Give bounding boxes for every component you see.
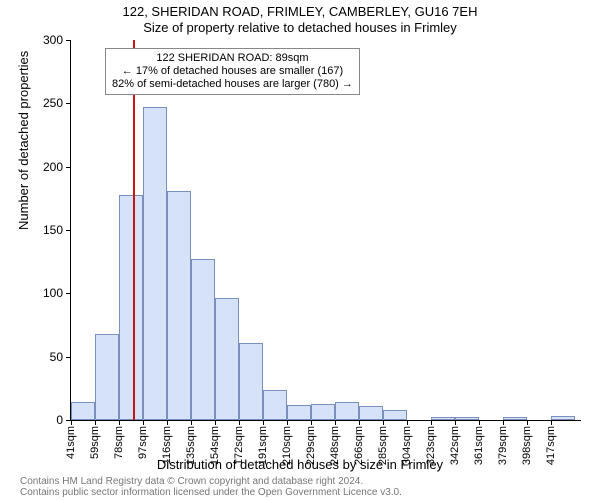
histogram-bar: [335, 402, 359, 420]
y-tick: [66, 230, 71, 231]
x-axis-label: Distribution of detached houses by size …: [0, 457, 600, 472]
footer-line-1: Contains HM Land Registry data © Crown c…: [20, 476, 402, 487]
x-tick: [143, 420, 144, 425]
x-tick: [527, 420, 528, 425]
chart-title-sub: Size of property relative to detached ho…: [0, 20, 600, 35]
y-tick-label: 250: [43, 96, 63, 110]
x-tick: [431, 420, 432, 425]
x-tick: [407, 420, 408, 425]
x-tick: [287, 420, 288, 425]
chart-title-main: 122, SHERIDAN ROAD, FRIMLEY, CAMBERLEY, …: [0, 4, 600, 19]
x-tick: [335, 420, 336, 425]
annotation-line-1: 122 SHERIDAN ROAD: 89sqm: [112, 52, 353, 65]
reference-line: [133, 40, 135, 420]
x-tick: [71, 420, 72, 425]
x-tick: [119, 420, 120, 425]
x-tick: [95, 420, 96, 425]
x-tick: [263, 420, 264, 425]
y-tick-label: 0: [56, 413, 63, 427]
y-tick: [66, 167, 71, 168]
x-tick: [455, 420, 456, 425]
histogram-bar: [503, 417, 527, 420]
y-tick-label: 300: [43, 33, 63, 47]
x-tick: [383, 420, 384, 425]
y-tick: [66, 40, 71, 41]
y-tick-label: 100: [43, 286, 63, 300]
x-tick: [359, 420, 360, 425]
histogram-bar: [311, 404, 335, 420]
histogram-bar: [239, 343, 263, 420]
x-tick: [167, 420, 168, 425]
y-tick: [66, 293, 71, 294]
histogram-bar: [383, 410, 407, 420]
y-tick: [66, 357, 71, 358]
histogram-bar: [191, 259, 215, 420]
histogram-bar: [119, 195, 143, 420]
footer-attribution: Contains HM Land Registry data © Crown c…: [20, 476, 402, 498]
y-tick-label: 200: [43, 160, 63, 174]
y-axis-label: Number of detached properties: [16, 51, 31, 230]
x-tick-label: 97sqm: [137, 426, 149, 459]
x-tick-label: 78sqm: [113, 426, 125, 459]
histogram-bar: [71, 402, 95, 420]
x-tick: [239, 420, 240, 425]
plot-area: 122 SHERIDAN ROAD: 89sqm ← 17% of detach…: [70, 40, 581, 421]
y-tick-label: 50: [50, 350, 63, 364]
histogram-bar: [167, 191, 191, 420]
histogram-bar: [431, 417, 455, 420]
histogram-bar: [215, 298, 239, 420]
footer-line-2: Contains public sector information licen…: [20, 487, 402, 498]
y-tick-label: 150: [43, 223, 63, 237]
annotation-line-2: ← 17% of detached houses are smaller (16…: [112, 65, 353, 78]
histogram-bar: [551, 416, 575, 420]
x-tick: [311, 420, 312, 425]
x-tick-label: 41sqm: [65, 426, 77, 459]
y-tick: [66, 103, 71, 104]
annotation-line-3: 82% of semi-detached houses are larger (…: [112, 78, 353, 91]
histogram-bar: [263, 390, 287, 420]
annotation-box: 122 SHERIDAN ROAD: 89sqm ← 17% of detach…: [105, 48, 360, 95]
x-tick: [503, 420, 504, 425]
histogram-bar: [143, 107, 167, 420]
x-tick-label: 59sqm: [89, 426, 101, 459]
x-tick: [551, 420, 552, 425]
x-tick: [479, 420, 480, 425]
histogram-bar: [95, 334, 119, 420]
x-tick: [215, 420, 216, 425]
histogram-bar: [287, 405, 311, 420]
x-tick: [191, 420, 192, 425]
histogram-bar: [455, 417, 479, 420]
histogram-bar: [359, 406, 383, 420]
